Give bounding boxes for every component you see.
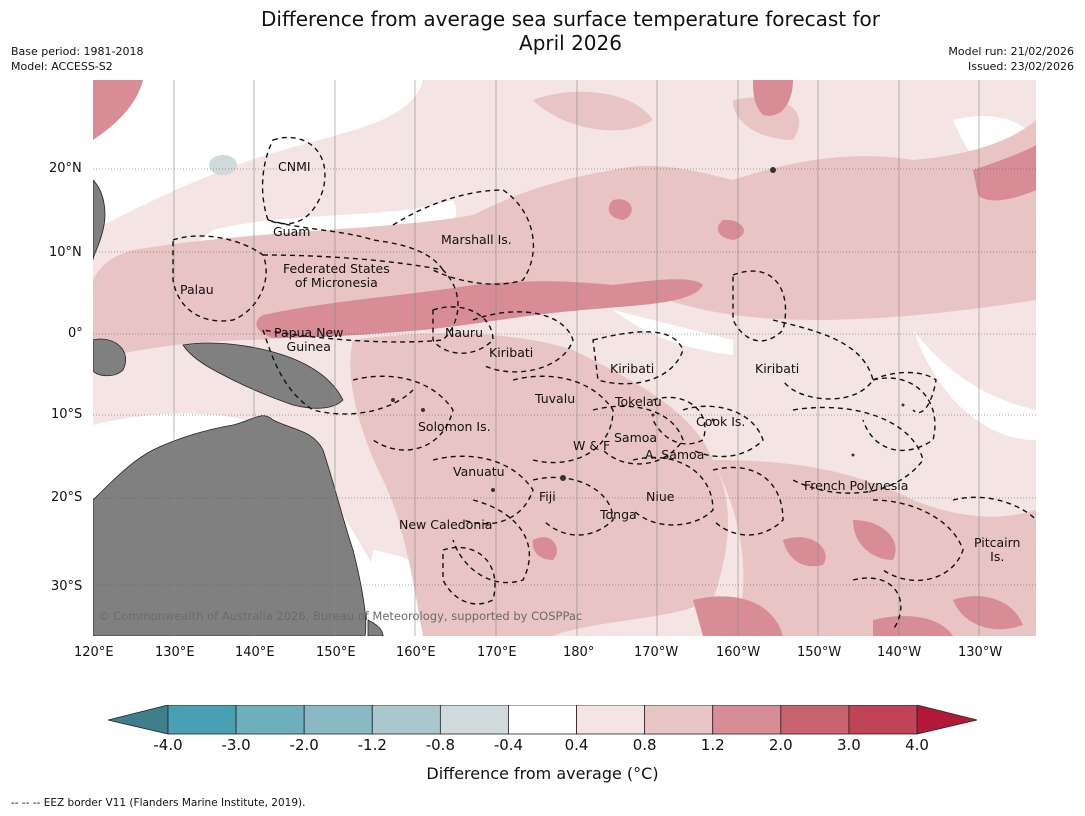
lon-label-160e: 160°E — [396, 645, 436, 660]
label-guam: Guam — [273, 224, 311, 239]
label-marshall-is: Marshall Is. — [441, 232, 512, 247]
new-zealand-edge — [367, 619, 384, 636]
colorbar-cell — [848, 705, 918, 735]
meridians — [173, 80, 980, 636]
colorbar-cell — [780, 705, 850, 735]
borneo-celebes — [93, 338, 126, 377]
label-cook-is: Cook Is. — [696, 414, 746, 429]
colorbar-under-arrow — [108, 705, 169, 735]
australia — [93, 415, 367, 636]
model-name: Model: ACCESS-S2 — [11, 60, 113, 73]
colorbar-tick-label: 0.8 — [632, 736, 657, 754]
anomaly-1.2-2.0 — [93, 80, 1036, 636]
colorbar-cell — [303, 705, 373, 735]
new-guinea — [182, 342, 344, 409]
model-run: Model run: 21/02/2026 — [948, 45, 1074, 58]
colorbar-cell — [576, 705, 646, 735]
colorbar-tick-label: 1.2 — [700, 736, 725, 754]
lon-label-170w: 170°W — [634, 645, 679, 660]
lat-label-30s: 30°S — [51, 579, 83, 594]
meta-left: Base period: 1981-2018 Model: ACCESS-S2 — [11, 44, 143, 74]
label-american-samoa: A. Samoa — [645, 447, 705, 462]
label-kiribati-west: Kiribati — [489, 345, 534, 360]
label-vanuatu: Vanuatu — [453, 464, 505, 479]
colorbar-tick-label: 4.0 — [905, 736, 929, 754]
lon-label-180: 180° — [563, 645, 595, 660]
label-pitcairn-is: Pitcairn Is. — [974, 535, 1021, 564]
colorbar-tick-label: 0.4 — [564, 736, 589, 754]
lon-label-130e: 130°E — [155, 645, 195, 660]
colorbar-cell — [235, 705, 305, 735]
map-title: Difference from average sea surface temp… — [0, 7, 1085, 55]
label-french-polynesia: French Polynesia — [804, 478, 909, 493]
lat-label-20s: 20°S — [51, 490, 83, 505]
cool-patch — [209, 155, 237, 175]
label-samoa: Samoa — [614, 430, 658, 445]
label-niue: Niue — [646, 489, 675, 504]
label-new-caledonia: New Caledonia — [399, 517, 493, 532]
colorbar-tick-label: -0.4 — [493, 736, 524, 754]
label-kiribati-east: Kiribati — [755, 361, 800, 376]
label-palau: Palau — [180, 282, 214, 297]
colorbar-tick-label: -4.0 — [153, 736, 183, 754]
copyright-notice: © Commonwealth of Australia 2026, Bureau… — [98, 609, 583, 623]
colorbar-tick-label: -2.0 — [289, 736, 319, 754]
colorbar-tick-label: -3.0 — [221, 736, 251, 754]
parallels — [93, 168, 1036, 586]
title-line-1: Difference from average sea surface temp… — [260, 7, 880, 31]
colorbar-cell — [371, 705, 441, 735]
lon-label-170e: 170°E — [477, 645, 517, 660]
colorbar-cell — [508, 705, 577, 735]
lon-label-150e: 150°E — [316, 645, 356, 660]
colorbar — [108, 705, 978, 735]
label-nauru: Nauru — [445, 325, 483, 340]
colorbar-over-arrow — [916, 705, 978, 735]
islands — [391, 167, 905, 492]
lon-label-160w: 160°W — [716, 645, 761, 660]
colorbar-cells — [167, 705, 918, 735]
lat-label-10s: 10°S — [51, 407, 83, 422]
label-fiji: Fiji — [539, 489, 556, 504]
meta-right: Model run: 21/02/2026 Issued: 23/02/2026 — [948, 44, 1074, 74]
philippines — [93, 179, 106, 261]
lon-label-150w: 150°W — [797, 645, 842, 660]
colorbar-label: Difference from average (°C) — [426, 764, 659, 783]
label-micronesia: Federated States of Micronesia — [283, 261, 390, 290]
lon-label-120e: 120°E — [74, 645, 114, 660]
label-kiribati-central: Kiribati — [610, 361, 655, 376]
eez-borders — [172, 136, 1036, 631]
colorbar-tick-label: -1.2 — [357, 736, 387, 754]
lat-label-0: 0° — [68, 326, 83, 341]
label-solomon-is: Solomon Is. — [418, 419, 491, 434]
colorbar-tick-label: -0.8 — [425, 736, 455, 754]
lon-label-140e: 140°E — [235, 645, 275, 660]
sst-anomaly-map: CNMI Guam Marshall Is. Federated States … — [93, 80, 1036, 636]
lat-label-10n: 10°N — [49, 245, 82, 260]
colorbar-cell — [439, 705, 509, 735]
lon-label-130w: 130°W — [958, 645, 1003, 660]
label-wallis-futuna: W & F — [573, 438, 611, 453]
eez-border-legend: -- -- -- EEZ border V11 (Flanders Marine… — [11, 797, 306, 809]
map-canvas — [93, 80, 1036, 636]
label-tuvalu: Tuvalu — [535, 391, 576, 406]
colorbar-cell — [644, 705, 714, 735]
lon-label-140w: 140°W — [877, 645, 922, 660]
colorbar-cell — [167, 705, 237, 735]
title-line-2: April 2026 — [519, 31, 622, 55]
lat-label-20n: 20°N — [49, 161, 82, 176]
label-tonga: Tonga — [600, 507, 637, 522]
label-tokelau: Tokelau — [615, 394, 662, 409]
issued-date: Issued: 23/02/2026 — [967, 60, 1074, 73]
colorbar-tick-label: 3.0 — [836, 736, 861, 754]
base-period: Base period: 1981-2018 — [11, 45, 144, 58]
anomaly-0.8-1.2 — [93, 91, 1036, 636]
label-cnmi: CNMI — [278, 159, 311, 174]
land-masses — [93, 179, 384, 636]
colorbar-tick-label: 2.0 — [768, 736, 793, 754]
colorbar-cell — [712, 705, 782, 735]
label-png: Papua New Guinea — [274, 325, 344, 354]
